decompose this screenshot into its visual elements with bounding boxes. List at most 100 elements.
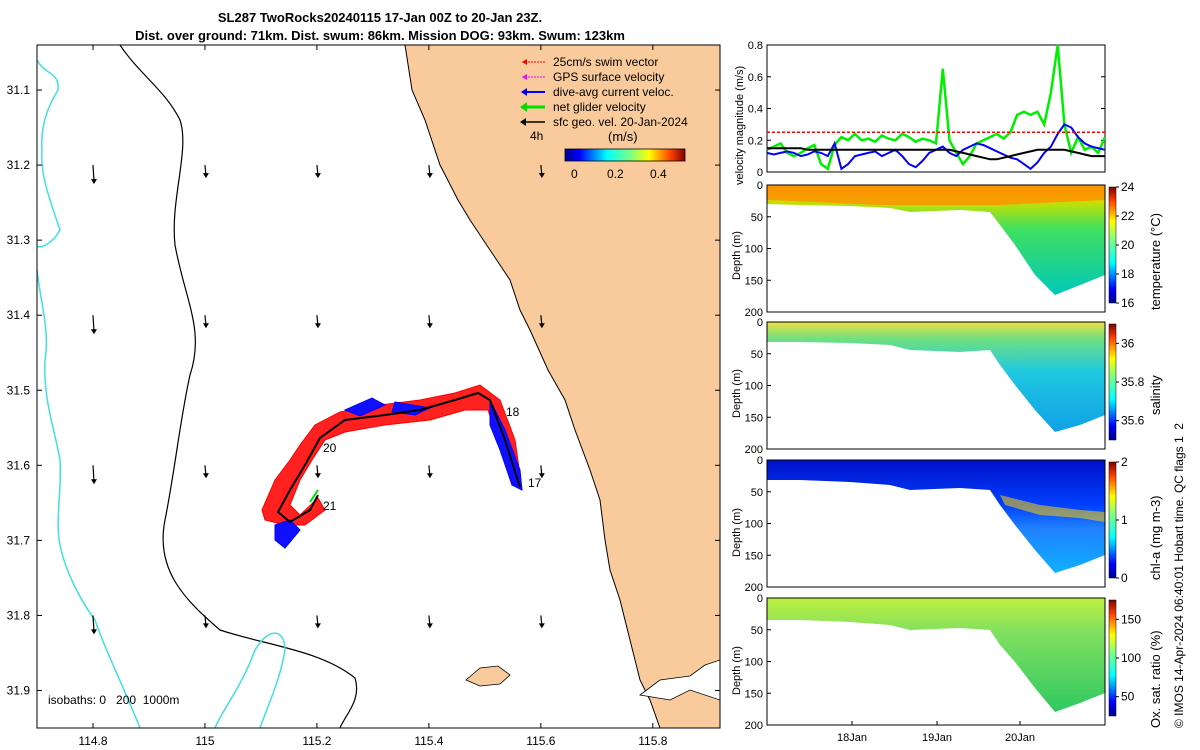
depth-tick-label: 150 <box>745 550 763 562</box>
velocity-series-line <box>767 147 1105 161</box>
depth-tick-label: 100 <box>745 657 763 669</box>
chart-title-line2: Dist. over ground: 71km. Dist. swum: 86k… <box>135 28 625 43</box>
isobath-1000m <box>37 59 141 728</box>
colorbar-tick-label: 50 <box>1121 690 1135 704</box>
colorbar-tick-label: 100 <box>1121 651 1141 665</box>
temperature-section <box>767 185 1105 295</box>
depth-tick-label: 150 <box>745 412 763 424</box>
depth-tick-label: 50 <box>751 212 763 224</box>
depth-tick-label: 0 <box>757 455 763 467</box>
velocity-panel: 0 0.2 0.4 0.6 0.8 velocity magnitude (m/s) <box>734 40 1107 185</box>
colorbar-tick-label: 35.8 <box>1121 375 1145 389</box>
map-ytick-label: 31.4 <box>7 308 31 322</box>
map-xtick-label: 115.4 <box>414 734 443 748</box>
velocity-ytick-label: 0 <box>757 167 763 179</box>
oxygen-section <box>767 598 1105 712</box>
colorbar-tick-label: 18 <box>1121 267 1135 281</box>
salinity-panel: Depth (m) salinity <box>731 321 1163 450</box>
section-axis-ticks: 05010015020024222018160501001502003635.8… <box>745 180 1145 744</box>
map-ytick-label: 31.1 <box>7 83 31 97</box>
geo-arrow <box>538 315 545 329</box>
temperature-ylabel: Depth (m) <box>731 231 743 280</box>
geo-arrow <box>202 615 209 629</box>
island <box>465 665 511 687</box>
chla-cbar-label: chl-a (mg m-3) <box>1148 495 1163 580</box>
legend-label-dive-avg: dive-avg current veloc. <box>553 85 674 99</box>
salinity-cbar-label: salinity <box>1148 375 1163 415</box>
colorbar-tick-label: 1 <box>1121 513 1128 527</box>
map-xtick-label: 114.8 <box>78 734 107 748</box>
geo-arrow <box>426 165 433 179</box>
legend-label-gps: GPS surface velocity <box>553 70 664 84</box>
oxygen-panel: Depth (m) Ox. sat. ratio (%) <box>731 597 1163 728</box>
map-panel: 114.8 115 115.2 115.4 115.6 115.8 31.1 31.2 31.3… <box>7 44 721 748</box>
day-label-21: 21 <box>323 499 337 513</box>
map-ytick-label: 31.8 <box>7 608 31 622</box>
speed-colorbar <box>564 148 686 162</box>
colorbar-tick-label: 150 <box>1121 612 1141 626</box>
velocity-ylabel: velocity magnitude (m/s) <box>734 66 746 185</box>
net-glider-velocity-mark <box>309 489 319 503</box>
depth-tick-label: 100 <box>745 519 763 531</box>
colorbar-tick-label: 0 <box>1121 571 1128 585</box>
legend-dive-avg: dive-avg current veloc. <box>521 85 674 99</box>
map-xtick-label: 115.8 <box>638 734 667 748</box>
colorbar-tick-0.2: 0.2 <box>607 167 624 181</box>
map-ytick-label: 31.9 <box>7 683 31 697</box>
dive-avg-current-band <box>274 397 523 549</box>
geo-arrow <box>314 315 321 329</box>
depth-tick-label: 0 <box>757 180 763 192</box>
map-axis-ticks: 114.8 115 115.2 115.4 115.6 115.8 31.1 31.2 31.3… <box>7 45 720 748</box>
oxygen-colorbar <box>1108 599 1117 717</box>
geo-arrow <box>426 615 433 629</box>
geo-arrow <box>202 315 209 329</box>
geo-arrow <box>202 165 209 179</box>
depth-tick-label: 50 <box>751 487 763 499</box>
day-label-20: 20 <box>323 441 337 455</box>
legend-time-label: 4h <box>530 129 543 143</box>
salinity-colorbar <box>1108 323 1117 441</box>
geo-arrow <box>426 465 433 479</box>
time-tick-label: 18Jan <box>837 732 867 744</box>
depth-tick-label: 50 <box>751 349 763 361</box>
temperature-cbar-label: temperature (°C) <box>1148 213 1163 310</box>
temperature-colorbar <box>1108 186 1117 304</box>
velocity-series <box>766 44 1107 171</box>
isobath-1000m-loop <box>214 632 286 728</box>
legend-net-glider: net glider velocity <box>520 100 646 114</box>
chla-colorbar <box>1108 461 1117 579</box>
geo-arrow <box>90 315 97 335</box>
colorbar-tick-label: 22 <box>1121 209 1135 223</box>
geo-arrow <box>314 615 321 629</box>
depth-tick-label: 100 <box>745 381 763 393</box>
glider-track <box>276 391 521 524</box>
velocity-ytick-label: 0.8 <box>748 40 763 52</box>
velocity-axis-ticks: 0 0.2 0.4 0.6 0.8 <box>748 40 1105 179</box>
legend-sfc-geo: sfc geo. vel. 20-Jan-2024 <box>520 115 688 129</box>
legend-label-swim: 25cm/s swim vector <box>553 55 658 69</box>
time-tick-label: 20Jan <box>1005 732 1035 744</box>
depth-tick-label: 200 <box>745 720 763 732</box>
oxygen-ylabel: Depth (m) <box>731 646 743 695</box>
geo-arrow <box>202 465 209 479</box>
legend-label-sfc-geo: sfc geo. vel. 20-Jan-2024 <box>553 115 688 129</box>
geo-arrow <box>538 465 545 479</box>
colorbar-tick-label: 16 <box>1121 296 1135 310</box>
geo-arrow <box>426 315 433 329</box>
geo-arrow <box>314 165 321 179</box>
day-label-18: 18 <box>506 405 520 419</box>
colorbar-tick-label: 36 <box>1121 336 1135 350</box>
geo-arrow <box>538 615 545 629</box>
map-xtick-label: 115.6 <box>526 734 555 748</box>
colorbar-tick-0: 0 <box>571 167 578 181</box>
chla-panel: Depth (m) chl-a (mg m-3) <box>731 459 1163 588</box>
depth-tick-label: 50 <box>751 625 763 637</box>
oxygen-cbar-label: Ox. sat. ratio (%) <box>1148 630 1163 728</box>
colorbar-tick-label: 20 <box>1121 238 1135 252</box>
depth-tick-label: 200 <box>745 444 763 456</box>
depth-tick-label: 0 <box>757 593 763 605</box>
day-label-17: 17 <box>528 476 542 490</box>
map-ytick-label: 31.2 <box>7 158 31 172</box>
geo-arrow <box>314 465 321 479</box>
